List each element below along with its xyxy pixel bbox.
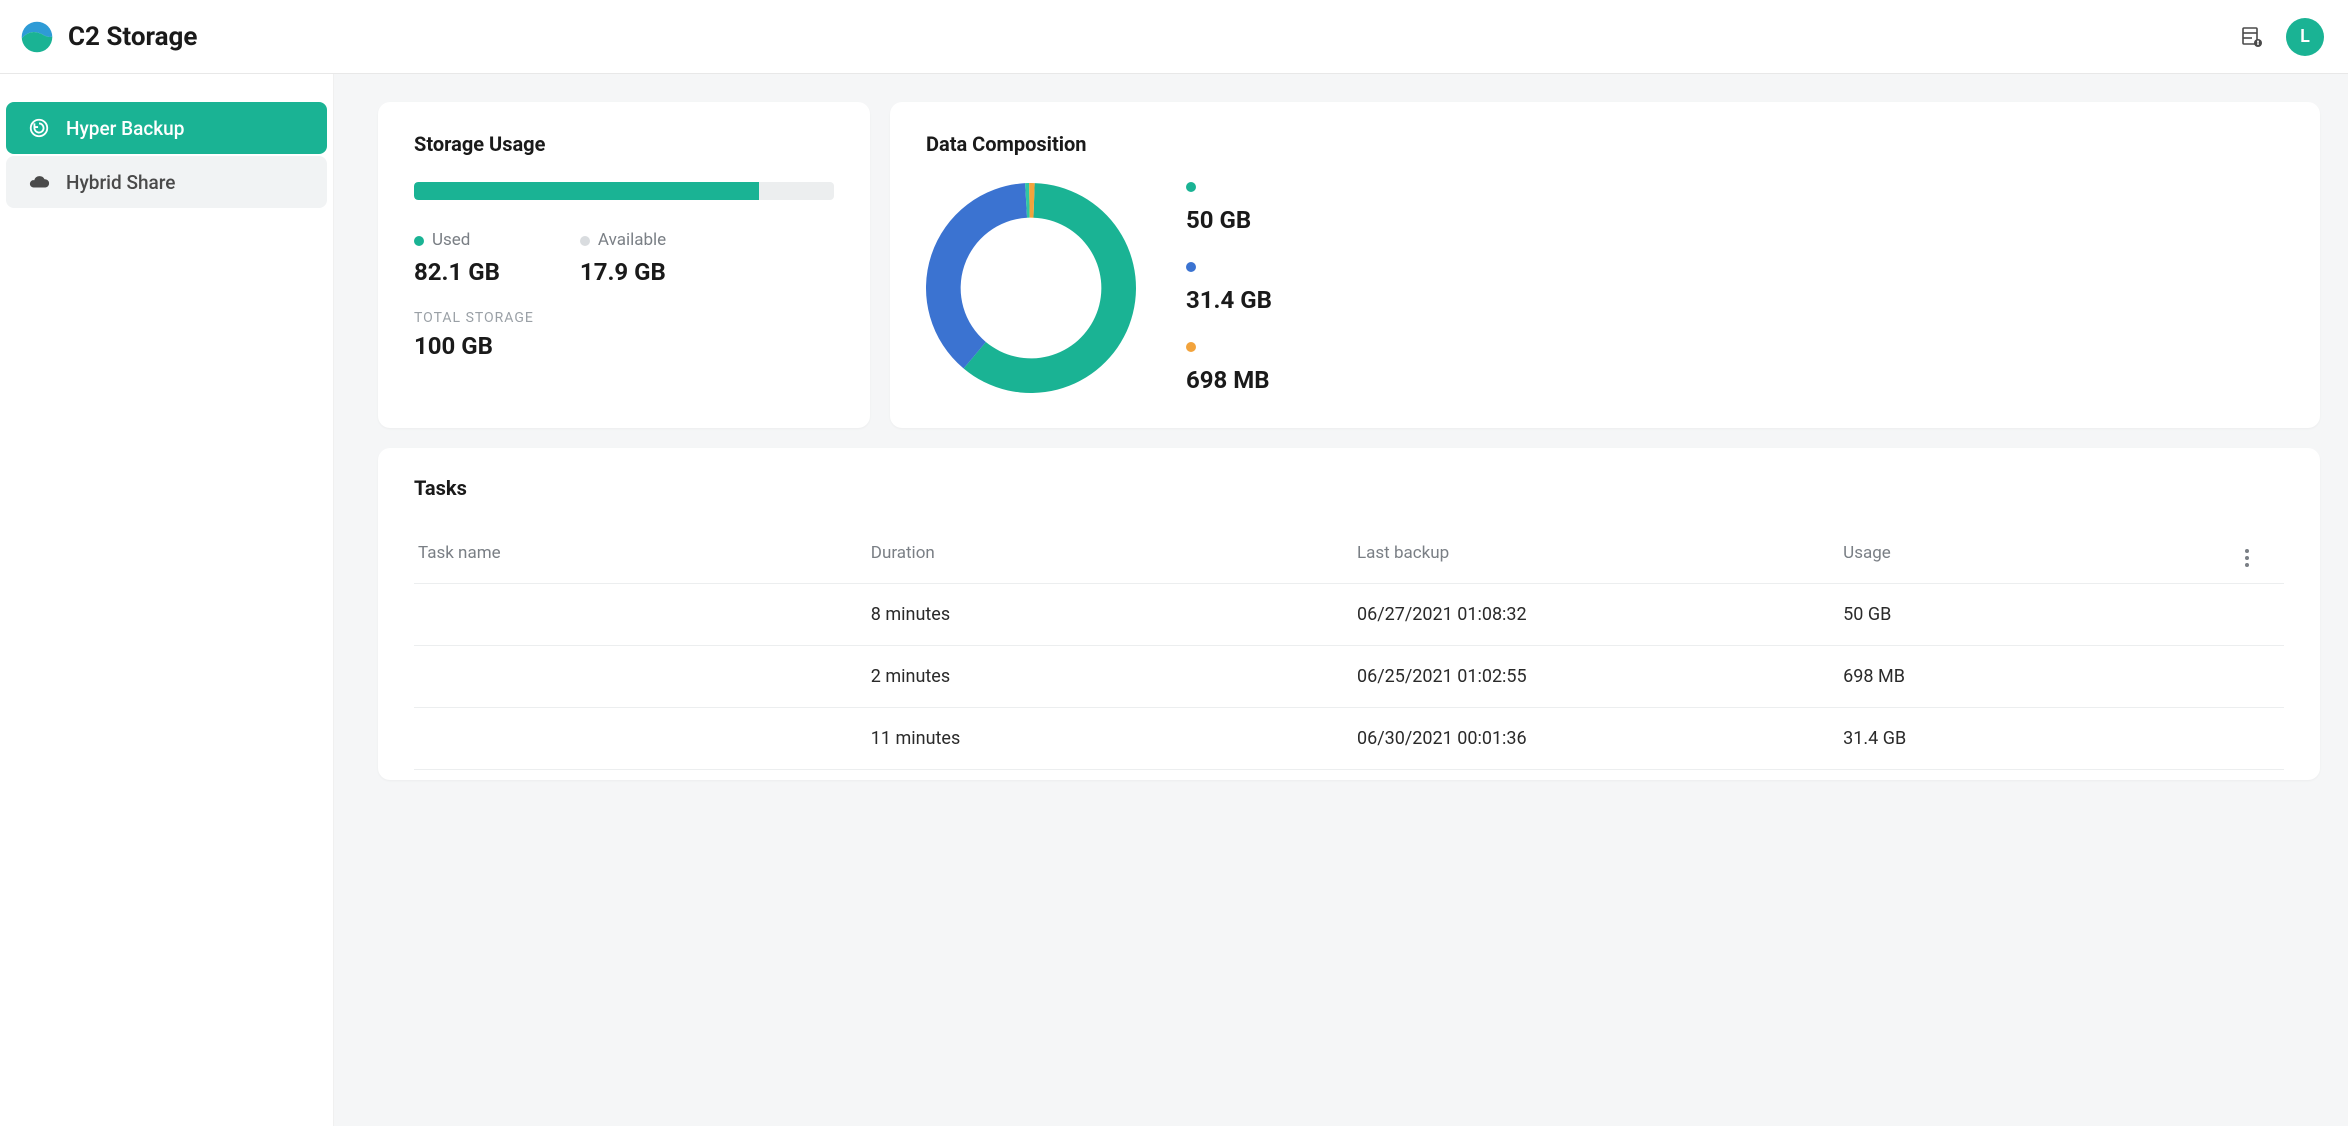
legend-item: 31.4 GB <box>1186 262 1272 314</box>
sidebar-item-label: Hybrid Share <box>66 171 175 194</box>
cell <box>414 646 863 708</box>
composition-legend: 50 GB 31.4 GB 698 MB <box>1186 182 1272 394</box>
composition-donut-chart <box>926 183 1136 393</box>
row-spacer <box>2209 646 2284 708</box>
legend-value: 50 GB <box>1186 206 1272 234</box>
cell: 06/30/2021 00:01:36 <box>1349 708 1835 770</box>
legend-item: 50 GB <box>1186 182 1272 234</box>
region-select-icon[interactable] <box>2240 25 2264 49</box>
cell <box>414 584 863 646</box>
sync-icon <box>28 117 50 139</box>
app-logo-icon <box>20 20 54 54</box>
legend-dot-icon <box>1186 182 1196 192</box>
main-content: Storage Usage Used 82.1 GB Available 17.… <box>334 74 2348 1126</box>
sidebar-item-hyper-backup[interactable]: Hyper Backup <box>6 102 327 154</box>
cell: 31.4 GB <box>1835 708 2209 770</box>
storage-usage-card: Storage Usage Used 82.1 GB Available 17.… <box>378 102 870 428</box>
tasks-title: Tasks <box>414 476 2284 500</box>
cell: 698 MB <box>1835 646 2209 708</box>
legend-item: 698 MB <box>1186 342 1272 394</box>
cell <box>414 708 863 770</box>
sidebar-item-label: Hyper Backup <box>66 117 184 140</box>
more-vertical-icon <box>2245 549 2249 567</box>
used-value: 82.1 GB <box>414 258 500 286</box>
legend-value: 698 MB <box>1186 366 1272 394</box>
legend-value: 31.4 GB <box>1186 286 1272 314</box>
tasks-col-last-backup: Last backup <box>1349 526 1835 584</box>
cell: 50 GB <box>1835 584 2209 646</box>
cell: 11 minutes <box>863 708 1349 770</box>
total-storage-value: 100 GB <box>414 332 834 360</box>
app-title: C2 Storage <box>68 22 197 52</box>
row-spacer <box>2209 708 2284 770</box>
cell: 06/25/2021 01:02:55 <box>1349 646 1835 708</box>
used-label: Used <box>432 230 470 250</box>
cell: 06/27/2021 01:08:32 <box>1349 584 1835 646</box>
used-stat: Used 82.1 GB <box>414 230 500 286</box>
sidebar-item-hybrid-share[interactable]: Hybrid Share <box>6 156 327 208</box>
legend-dot-icon <box>1186 342 1196 352</box>
sidebar: Hyper Backup Hybrid Share <box>0 74 334 1126</box>
available-dot-icon <box>580 236 590 246</box>
available-stat: Available 17.9 GB <box>580 230 666 286</box>
tasks-more-menu[interactable] <box>2209 526 2284 584</box>
tasks-table: Task nameDurationLast backupUsage 8 minu… <box>414 526 2284 770</box>
table-row[interactable]: 8 minutes06/27/2021 01:08:3250 GB <box>414 584 2284 646</box>
table-row[interactable]: 11 minutes06/30/2021 00:01:3631.4 GB <box>414 708 2284 770</box>
storage-usage-title: Storage Usage <box>414 132 834 156</box>
usage-bar-fill <box>414 182 759 200</box>
data-composition-card: Data Composition 50 GB 31.4 GB 698 MB <box>890 102 2320 428</box>
available-label: Available <box>598 230 666 250</box>
usage-bar-track <box>414 182 834 200</box>
brand: C2 Storage <box>20 20 197 54</box>
data-composition-title: Data Composition <box>926 132 2284 156</box>
avatar-letter: L <box>2300 26 2310 47</box>
total-storage-label: TOTAL STORAGE <box>414 310 834 326</box>
topbar: C2 Storage L <box>0 0 2348 74</box>
tasks-card: Tasks Task nameDurationLast backupUsage … <box>378 448 2320 780</box>
available-value: 17.9 GB <box>580 258 666 286</box>
table-row[interactable]: 2 minutes06/25/2021 01:02:55698 MB <box>414 646 2284 708</box>
tasks-col-duration: Duration <box>863 526 1349 584</box>
donut-slice <box>926 183 1027 368</box>
cloud-icon <box>28 171 50 193</box>
row-spacer <box>2209 584 2284 646</box>
cell: 2 minutes <box>863 646 1349 708</box>
tasks-col-usage: Usage <box>1835 526 2209 584</box>
topbar-actions: L <box>2240 18 2324 56</box>
legend-dot-icon <box>1186 262 1196 272</box>
user-avatar[interactable]: L <box>2286 18 2324 56</box>
used-dot-icon <box>414 236 424 246</box>
tasks-col-task-name: Task name <box>414 526 863 584</box>
cell: 8 minutes <box>863 584 1349 646</box>
